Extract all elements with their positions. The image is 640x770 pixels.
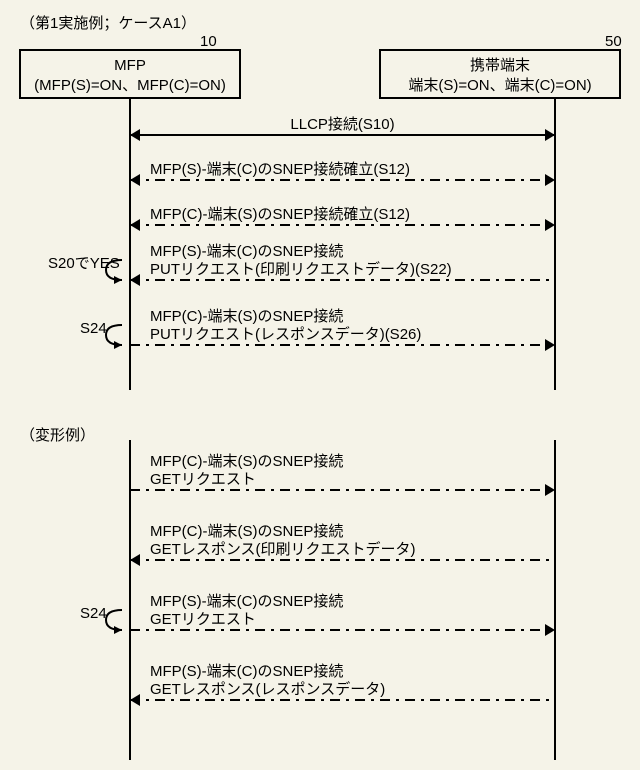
participant-title-right: 携帯端末: [470, 57, 530, 74]
message-label-b-3-a: MFP(S)-端末(C)のSNEP接続: [150, 663, 343, 680]
message-label-a-3-b: PUTリクエスト(印刷リクエストデータ)(S22): [150, 260, 452, 278]
left-ref-number: 10: [200, 33, 217, 50]
right-ref-number: 50: [605, 33, 622, 50]
message-label-b-1-a: MFP(C)-端末(S)のSNEP接続: [150, 523, 343, 540]
participant-sub-left: (MFP(S)=ON、MFP(C)=ON): [34, 77, 226, 94]
message-label-b-3-b: GETレスポンス(レスポンスデータ): [150, 680, 385, 698]
message-label-b-2-a: MFP(S)-端末(C)のSNEP接続: [150, 593, 343, 610]
side-note-b-2: S24: [80, 605, 107, 622]
diagram-title: （第1実施例；ケースA1）: [20, 14, 196, 32]
message-label-b-1-b: GETレスポンス(印刷リクエストデータ): [150, 540, 416, 558]
sequence-diagram: （第1実施例；ケースA1）10 50 MFP (MFP(S)=ON、MFP(C)=ON…: [0, 0, 640, 770]
variant-label: （変形例）: [20, 427, 95, 444]
message-label-a-2: MFP(C)-端末(S)のSNEP接続確立(S12): [150, 206, 410, 223]
message-label-b-0-b: GETリクエスト: [150, 471, 256, 488]
message-label-b-0-a: MFP(C)-端末(S)のSNEP接続: [150, 453, 343, 470]
message-label-b-2-b: GETリクエスト: [150, 611, 256, 628]
side-note-a-4: S24: [80, 320, 107, 337]
message-label-a-3-a: MFP(S)-端末(C)のSNEP接続: [150, 243, 343, 260]
participant-title-left: MFP: [114, 57, 146, 74]
message-label-a-4-b: PUTリクエスト(レスポンスデータ)(S26): [150, 325, 421, 343]
message-label-a-0: LLCP接続(S10): [290, 116, 394, 133]
message-label-a-1: MFP(S)-端末(C)のSNEP接続確立(S12): [150, 161, 410, 178]
message-label-a-4-a: MFP(C)-端末(S)のSNEP接続: [150, 308, 343, 325]
participant-sub-right: 端末(S)=ON、端末(C)=ON): [408, 77, 591, 94]
